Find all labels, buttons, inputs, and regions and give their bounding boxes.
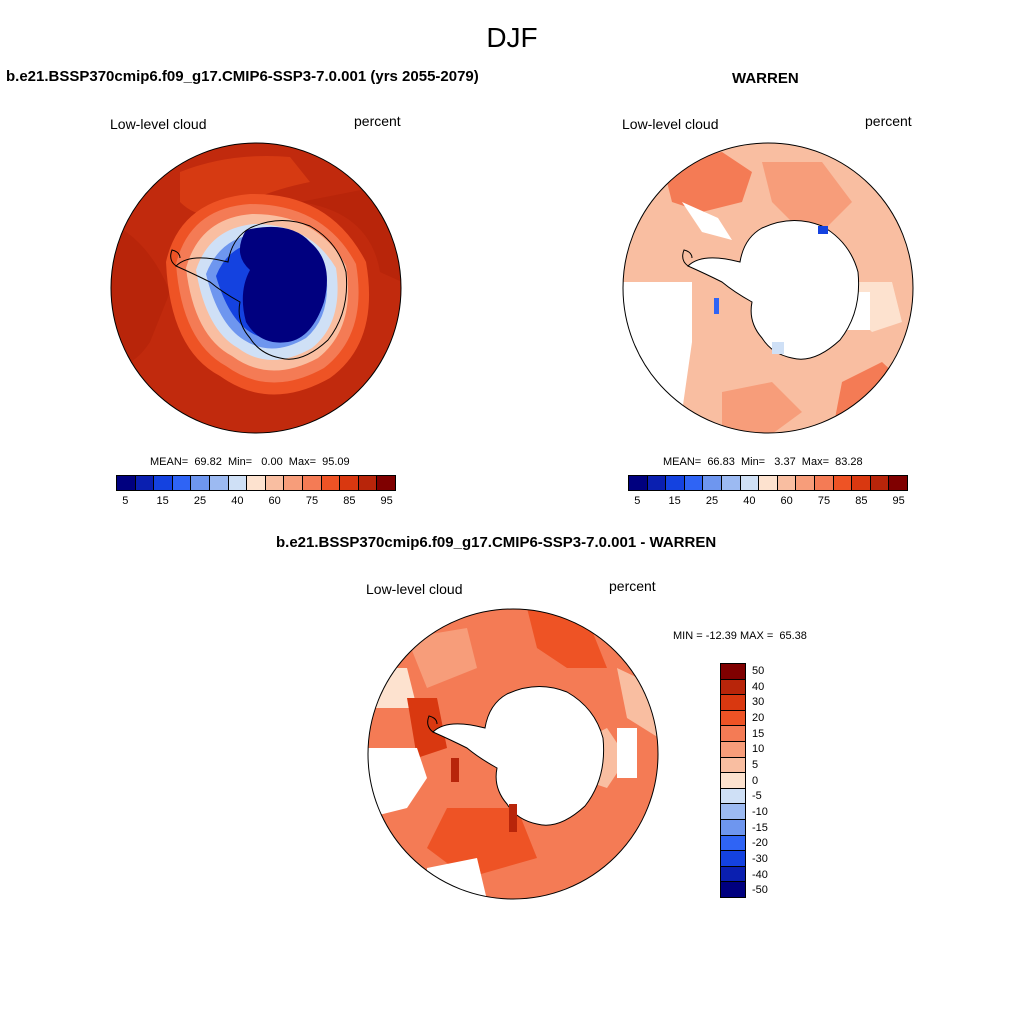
colorbar-swatch — [321, 476, 341, 490]
model-variable-label: Low-level cloud — [110, 116, 207, 132]
model-polar-map — [110, 142, 402, 434]
colorbar-tick-label: 10 — [752, 743, 765, 756]
diff-panel-title: b.e21.BSSP370cmip6.f09_g17.CMIP6-SSP3-7.… — [276, 534, 717, 551]
colorbar-tick-label: 75 — [817, 495, 831, 507]
colorbar-swatch — [889, 476, 907, 490]
colorbar-swatch — [647, 476, 667, 490]
colorbar-swatch — [172, 476, 192, 490]
obs-colorbar-ticks: 5 15 25 40 60 75 85 95 — [628, 495, 908, 511]
colorbar-swatch — [666, 476, 685, 490]
obs-variable-label: Low-level cloud — [622, 116, 719, 132]
colorbar-swatch — [721, 476, 741, 490]
colorbar-swatch — [777, 476, 797, 490]
colorbar-tick-label: 15 — [156, 495, 169, 507]
diff-stats: MIN = -12.39 MAX = 65.38 — [673, 630, 807, 642]
figure-title: DJF — [486, 22, 538, 53]
colorbar-tick-label: 5 — [634, 495, 641, 507]
colorbar-swatch — [852, 476, 871, 490]
colorbar-swatch — [721, 851, 745, 867]
colorbar-tick-label: -15 — [752, 821, 768, 834]
colorbar-swatch — [721, 679, 745, 696]
colorbar-tick-label: 60 — [268, 495, 281, 507]
colorbar-swatch — [629, 476, 648, 490]
colorbar-swatch — [740, 476, 760, 490]
model-units-label: percent — [354, 113, 401, 129]
colorbar-swatch — [796, 476, 815, 490]
colorbar-tick-label: 85 — [855, 495, 868, 507]
colorbar-swatch — [721, 788, 745, 805]
colorbar-tick-label: 40 — [752, 680, 765, 693]
colorbar-tick-label: 0 — [752, 774, 759, 787]
colorbar-swatch — [191, 476, 210, 490]
obs-colorbar — [628, 475, 908, 491]
diff-variable-label: Low-level cloud — [366, 581, 463, 597]
colorbar-tick-label: 95 — [892, 495, 905, 507]
colorbar-swatch — [721, 726, 745, 742]
colorbar-swatch — [154, 476, 173, 490]
colorbar-swatch — [721, 882, 745, 897]
colorbar-tick-label: -5 — [752, 790, 762, 803]
colorbar-swatch — [721, 741, 745, 758]
diff-colorbar — [720, 663, 746, 898]
obs-polar-map — [622, 142, 914, 434]
colorbar-swatch — [135, 476, 155, 490]
colorbar-swatch — [721, 804, 745, 820]
colorbar-tick-label: 60 — [780, 495, 793, 507]
colorbar-tick-label: 5 — [752, 758, 759, 771]
model-colorbar — [116, 475, 396, 491]
colorbar-tick-label: 85 — [343, 495, 356, 507]
colorbar-tick-label: 50 — [752, 664, 765, 677]
diff-colorbar-ticks: 50 40 30 20 15 10 5 0 -5 -10 -15 -20 -30 -40 -50 — [750, 663, 790, 898]
colorbar-swatch — [340, 476, 359, 490]
colorbar-swatch — [377, 476, 395, 490]
colorbar-swatch — [721, 819, 745, 836]
colorbar-swatch — [833, 476, 853, 490]
colorbar-tick-label: -10 — [752, 805, 768, 818]
diff-units-label: percent — [609, 578, 656, 594]
colorbar-swatch — [721, 757, 745, 774]
colorbar-tick-label: -20 — [752, 837, 768, 850]
obs-stats: MEAN= 66.83 Min= 3.37 Max= 83.28 — [663, 456, 863, 468]
colorbar-tick-label: 25 — [705, 495, 719, 507]
colorbar-tick-label: 95 — [380, 495, 393, 507]
model-stats: MEAN= 69.82 Min= 0.00 Max= 95.09 — [150, 456, 350, 468]
colorbar-swatch — [721, 835, 745, 852]
colorbar-swatch — [703, 476, 722, 490]
colorbar-tick-label: 40 — [743, 495, 756, 507]
colorbar-swatch — [265, 476, 285, 490]
colorbar-swatch — [358, 476, 378, 490]
colorbar-swatch — [721, 773, 745, 789]
obs-units-label: percent — [865, 113, 912, 129]
colorbar-swatch — [721, 664, 745, 680]
colorbar-tick-label: 25 — [193, 495, 207, 507]
colorbar-tick-label: 15 — [752, 727, 765, 740]
colorbar-tick-label: 5 — [122, 495, 129, 507]
model-colorbar-ticks: 5 15 25 40 60 75 85 95 — [116, 495, 396, 511]
colorbar-swatch — [684, 476, 704, 490]
colorbar-swatch — [759, 476, 778, 490]
colorbar-tick-label: 40 — [231, 495, 244, 507]
colorbar-swatch — [814, 476, 834, 490]
colorbar-swatch — [247, 476, 266, 490]
colorbar-swatch — [721, 866, 745, 883]
colorbar-swatch — [870, 476, 890, 490]
colorbar-tick-label: 30 — [752, 696, 765, 709]
colorbar-tick-label: -40 — [752, 868, 768, 881]
colorbar-swatch — [721, 695, 745, 711]
diff-polar-map — [367, 608, 659, 900]
colorbar-tick-label: 20 — [752, 711, 765, 724]
colorbar-tick-label: -50 — [752, 884, 768, 897]
colorbar-swatch — [721, 710, 745, 727]
colorbar-swatch — [228, 476, 248, 490]
colorbar-tick-label: -30 — [752, 852, 768, 865]
colorbar-swatch — [117, 476, 136, 490]
colorbar-swatch — [302, 476, 322, 490]
colorbar-tick-label: 75 — [305, 495, 319, 507]
obs-panel-title: WARREN — [732, 70, 799, 87]
colorbar-swatch — [284, 476, 303, 490]
colorbar-swatch — [209, 476, 229, 490]
model-panel-title: b.e21.BSSP370cmip6.f09_g17.CMIP6-SSP3-7.… — [6, 68, 479, 85]
colorbar-tick-label: 15 — [668, 495, 681, 507]
